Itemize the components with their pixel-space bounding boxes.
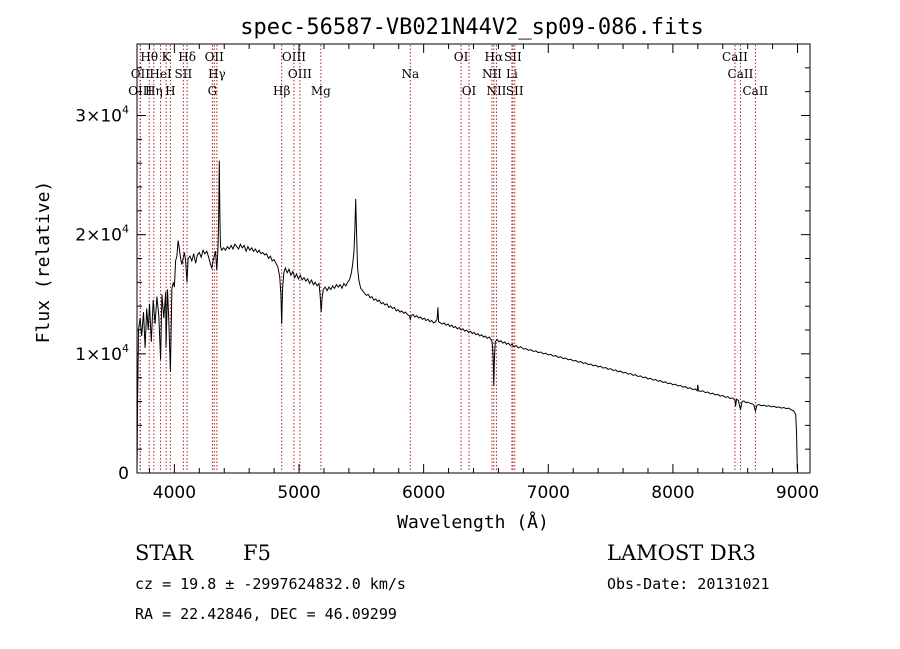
spectral-line-label: SII: [504, 50, 522, 64]
x-axis-label: Wavelength (Å): [397, 511, 549, 533]
spectral-line-label: Mg: [311, 84, 331, 98]
spectral-line-label: Hδ: [178, 50, 196, 64]
y-tick-mantissa: 1×10: [75, 345, 122, 365]
spectral-line-label: H: [165, 84, 175, 98]
spectral-line-label: Hθ: [140, 50, 158, 64]
x-tick-label: 8000: [651, 483, 694, 503]
spectral-line-label: G: [208, 84, 218, 98]
spectral-line-label: CaII: [722, 50, 748, 64]
y-tick-exponent: 4: [122, 104, 129, 117]
spectral-line-label: OIII: [128, 84, 152, 98]
x-tick-label: 6000: [402, 483, 445, 503]
plot-frame: [136, 43, 811, 474]
spectral-line-label: Hγ: [208, 67, 226, 81]
spectral-line-label: OIII: [288, 67, 312, 81]
y-tick-mantissa: 3×10: [75, 107, 122, 127]
spectrum-series-line: [136, 160, 798, 474]
spectral-line-label: OIII: [282, 50, 306, 64]
spectral-line-label: CaII: [742, 84, 768, 98]
observation-date: Obs-Date: 20131021: [607, 575, 770, 593]
spectral-line-label: OI: [454, 50, 469, 64]
x-tick-label: 5000: [277, 483, 320, 503]
spectral-line-label: Hα: [485, 50, 504, 64]
spectral-line-label: SII: [175, 67, 193, 81]
y-tick-mantissa: 0: [118, 464, 129, 484]
y-tick-label: 1×104: [75, 342, 129, 365]
spectral-line-label: K: [162, 50, 172, 64]
x-axis-ticks: 4000 5000 6000 7000 8000 9000: [148, 44, 819, 503]
spectral-line-markers: [139, 45, 756, 472]
redshift-info: cz = 19.8 ± -2997624832.0 km/s: [135, 575, 406, 593]
x-tick-label: 7000: [527, 483, 570, 503]
y-tick-mantissa: 2×10: [75, 226, 122, 246]
spectral-line-label: Hη: [145, 84, 163, 98]
y-tick-exponent: 4: [122, 223, 129, 236]
spectral-line-label: HeI: [149, 67, 172, 81]
spectral-line-label: OII: [131, 67, 151, 81]
survey-name: LAMOST DR3: [607, 541, 756, 565]
coordinates: RA = 22.42846, DEC = 46.09299: [135, 605, 397, 623]
spectral-line-label: NII: [482, 67, 502, 81]
x-tick-label: 9000: [776, 483, 819, 503]
spectral-line-label: Na: [401, 67, 419, 81]
x-tick-label: 4000: [153, 483, 196, 503]
y-tick-label: 2×104: [75, 223, 129, 246]
spectral-line-label: NII: [486, 84, 506, 98]
spectral-line-label: OI: [462, 84, 477, 98]
object-subclass: F5: [243, 541, 271, 565]
spectral-line-label: Hβ: [273, 84, 290, 98]
object-class: STAR: [135, 541, 194, 565]
spectral-line-label: OII: [205, 50, 225, 64]
spectral-line-label: CaII: [728, 67, 754, 81]
y-tick-exponent: 4: [122, 342, 129, 355]
y-axis-label: Flux (relative): [33, 181, 54, 344]
chart-title: spec-56587-VB021N44V2_sp09-086.fits: [240, 15, 704, 40]
spectral-line-label: SII: [506, 84, 524, 98]
y-tick-label: 3×104: [75, 104, 129, 127]
spectral-line-label: Li: [506, 67, 518, 81]
y-tick-label: 0: [118, 464, 129, 484]
